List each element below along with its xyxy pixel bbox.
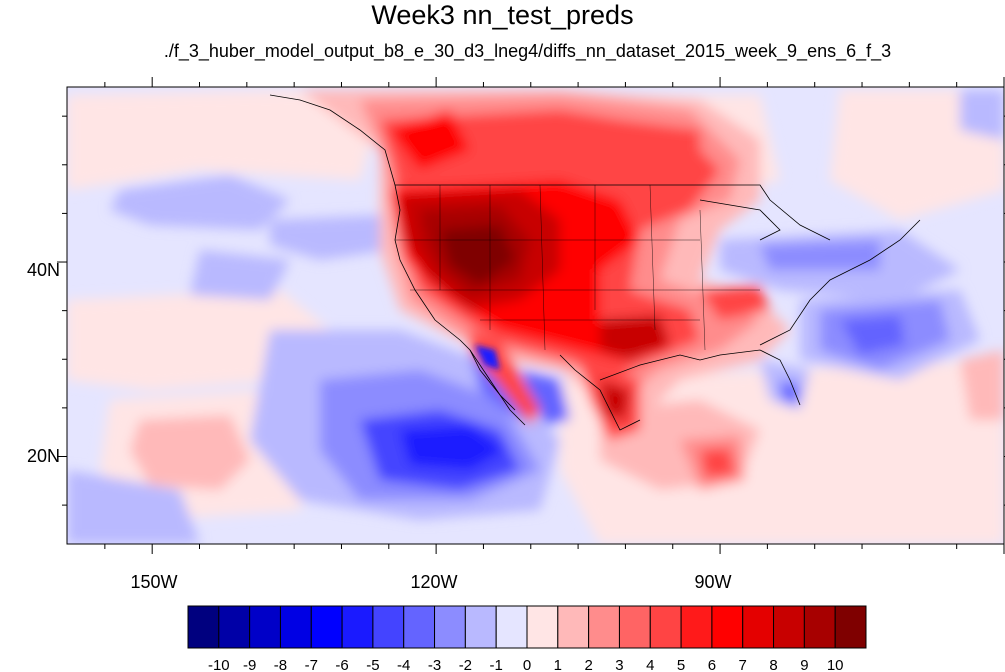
colorbar-swatch [834, 605, 867, 649]
colorbar-swatch [803, 605, 836, 649]
colorbar-label: -10 [208, 657, 230, 672]
map-title: Week3 nn_test_preds [371, 0, 634, 30]
colorbar-label: -9 [243, 657, 256, 672]
colorbar-label: -7 [305, 657, 318, 672]
colorbar-label: -3 [428, 657, 441, 672]
map-field [67, 87, 1004, 544]
colorbar-label: -8 [274, 657, 287, 672]
colorbar-swatch [711, 605, 744, 649]
colorbar-swatch [495, 605, 528, 649]
map-frame [66, 86, 1005, 545]
colorbar-swatch [464, 605, 497, 649]
colorbar-label: -5 [366, 657, 379, 672]
colorbar-label: 6 [708, 657, 716, 672]
colorbar-label: 1 [554, 657, 562, 672]
colorbar-swatch [680, 605, 713, 649]
lat-label-40n: 40N [27, 260, 60, 280]
colorbar-swatch [588, 605, 620, 649]
colorbar-swatch [403, 605, 436, 649]
lon-label-150w: 150W [130, 572, 177, 592]
lat-label-20n: 20N [27, 446, 60, 466]
colorbar-label: -1 [490, 657, 503, 672]
colorbar-swatch [218, 605, 251, 649]
colorbar-swatch [249, 605, 281, 649]
state-borders [395, 184, 760, 351]
colorbar-swatch [310, 605, 343, 649]
colorbar-label: -4 [397, 657, 410, 672]
lon-label-120w: 120W [410, 572, 457, 592]
colorbar-swatch [618, 605, 651, 649]
colorbar-label: 5 [677, 657, 685, 672]
colorbar-label: 8 [769, 657, 777, 672]
colorbar-label: 2 [584, 657, 592, 672]
colorbar-swatch [649, 605, 682, 649]
colorbar-swatch [279, 605, 312, 649]
colorbar-swatch [372, 605, 405, 649]
colorbar-label: 4 [646, 657, 654, 672]
map-subtitle: ./f_3_huber_model_output_b8_e_30_d3_lneg… [163, 41, 892, 61]
colorbar-swatch [773, 605, 805, 649]
colorbar-swatch [742, 605, 775, 649]
colorbar-label: 9 [800, 657, 808, 672]
field-detail [475, 345, 500, 370]
colorbar-swatch [526, 605, 559, 649]
colorbar-label: 7 [739, 657, 747, 672]
field-shading [67, 90, 1004, 544]
colorbar-label: -2 [459, 657, 472, 672]
colorbar-swatch [434, 605, 466, 649]
lon-label-90w: 90W [694, 572, 731, 592]
colorbar-swatch [341, 605, 374, 649]
colorbar-label: 0 [523, 657, 531, 672]
colorbar: -10 -9 -8 -7 -6 -5 -4 -3 -2 -1 0 1 2 3 4 5 6 7 8 9 10 [187, 605, 867, 672]
colorbar-label: 3 [615, 657, 623, 672]
colorbar-swatch [557, 605, 590, 649]
axis-ticks [57, 77, 1005, 554]
colorbar-swatch [187, 605, 220, 649]
colorbar-label: 10 [827, 657, 844, 672]
colorbar-label: -6 [335, 657, 348, 672]
coastlines [269, 94, 921, 431]
